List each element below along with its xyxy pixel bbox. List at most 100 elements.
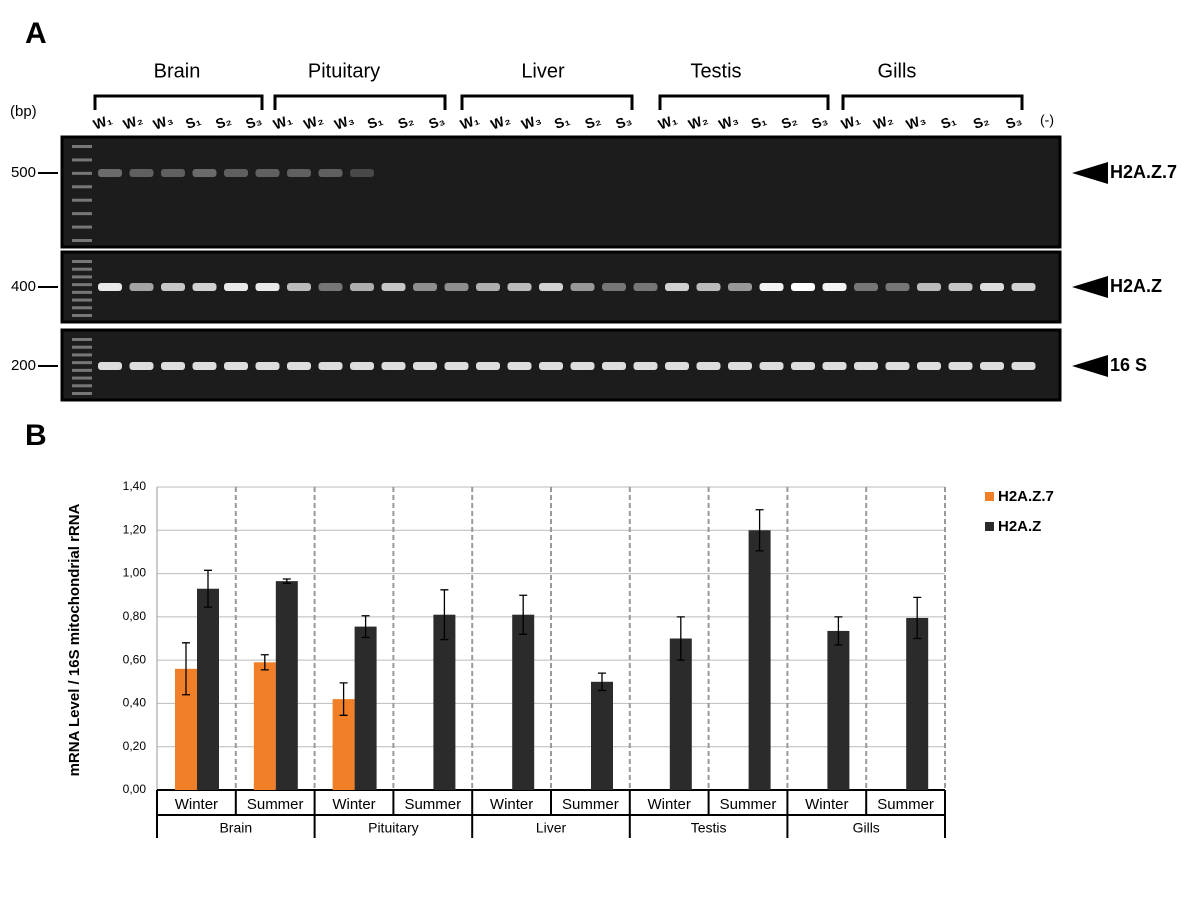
- band-label: 16 S: [1110, 355, 1147, 375]
- gel-band: [948, 283, 973, 291]
- gel-band: [696, 362, 721, 370]
- gel-band: [255, 169, 280, 177]
- panel-label: A: [25, 17, 47, 50]
- gel-band: [570, 362, 595, 370]
- error-bar: [260, 654, 269, 671]
- group-label: Testis: [691, 820, 727, 836]
- bar: [433, 614, 456, 790]
- x-tick-label: Summer: [562, 796, 619, 813]
- gel-band: [1011, 362, 1036, 370]
- error-bar: [204, 569, 212, 608]
- lane-label: S₁: [749, 112, 769, 132]
- bar: [332, 699, 355, 790]
- x-tick-label: Winter: [805, 796, 848, 813]
- bar: [669, 638, 692, 790]
- gel-band: [570, 283, 595, 291]
- ladder-band: [72, 275, 92, 279]
- gel-panel: [60, 135, 1062, 249]
- bar: [253, 662, 276, 790]
- gel-band: [602, 362, 626, 370]
- ladder-band: [72, 185, 92, 189]
- gel-band: [350, 362, 374, 370]
- lane-label: S₂: [396, 112, 416, 132]
- ladder-band: [72, 353, 92, 357]
- gel-band: [476, 362, 500, 370]
- gel-band: [350, 283, 374, 291]
- ladder-band: [72, 145, 92, 148]
- gel-band: [318, 362, 343, 370]
- gel-band: [948, 362, 973, 370]
- bracket: [841, 94, 1024, 110]
- tissue-label: Gills: [878, 60, 917, 82]
- error-bar: [676, 616, 685, 661]
- gel-band: [318, 169, 343, 177]
- ladder-band: [72, 298, 92, 302]
- gel-band: [822, 362, 847, 370]
- gel-band: [665, 362, 689, 370]
- gel-band: [129, 169, 154, 177]
- error-bar: [519, 594, 528, 635]
- gel-band: [350, 169, 374, 177]
- error-bar: [339, 682, 348, 716]
- bp-label: (bp): [10, 103, 37, 120]
- marker-label: 400: [11, 278, 36, 295]
- bracket: [273, 94, 447, 110]
- panel-label: B: [25, 419, 47, 452]
- gel-band: [98, 362, 122, 370]
- gel-band: [98, 169, 122, 177]
- x-tick-label: Summer: [720, 796, 777, 813]
- x-tick-label: Winter: [175, 796, 218, 813]
- lane-label: W₃: [151, 111, 175, 133]
- tissue-label: Testis: [690, 60, 741, 82]
- gel-band: [696, 283, 721, 291]
- lane-label: S₂: [971, 112, 991, 132]
- gel-band: [413, 362, 437, 370]
- x-tick-label: Winter: [648, 796, 691, 813]
- ladder-band: [72, 384, 92, 388]
- gel-band: [1011, 283, 1036, 291]
- x-tick-label: Summer: [877, 796, 934, 813]
- ladder-band: [72, 290, 92, 294]
- band-arrow: [1072, 276, 1108, 298]
- y-tick-label: 1,20: [123, 522, 147, 536]
- y-tick-label: 1,00: [123, 566, 147, 580]
- error-bar: [361, 615, 370, 639]
- band-label: H2A.Z.7: [1110, 162, 1177, 182]
- gel-band: [917, 362, 941, 370]
- lane-label: S₂: [583, 112, 603, 132]
- lane-label: W₁: [458, 111, 482, 133]
- lane-label: S₂: [779, 112, 799, 132]
- lane-label: S₁: [183, 112, 203, 132]
- bar: [175, 668, 197, 790]
- gel-band: [791, 362, 815, 370]
- group-label: Pituitary: [368, 820, 419, 836]
- error-bar: [282, 578, 291, 584]
- lane-label: W₁: [91, 111, 115, 133]
- gel-band: [413, 283, 437, 291]
- group-label: Gills: [853, 820, 880, 836]
- gel-band: [381, 362, 406, 370]
- gel-band: [476, 283, 500, 291]
- ladder-band: [72, 361, 92, 365]
- ladder-band: [72, 283, 92, 287]
- gel-band: [129, 362, 154, 370]
- gel-band: [633, 283, 658, 291]
- lane-label: W₂: [488, 111, 512, 133]
- gel-band: [633, 362, 658, 370]
- gel-band: [728, 362, 752, 370]
- gel-band: [98, 283, 122, 291]
- band-label: H2A.Z: [1110, 276, 1162, 296]
- gel-band: [318, 283, 343, 291]
- gel-band: [192, 169, 217, 177]
- gel-band: [161, 362, 185, 370]
- y-axis-label: mRNA Level / 16S mitochondrial rRNA: [66, 503, 83, 776]
- group-label: Brain: [219, 820, 252, 836]
- gel-band: [287, 169, 311, 177]
- gel-band: [192, 283, 217, 291]
- bracket: [658, 94, 830, 110]
- gel-band: [161, 283, 185, 291]
- gel-band: [255, 362, 280, 370]
- marker-label: 200: [11, 357, 36, 374]
- bar: [197, 588, 219, 790]
